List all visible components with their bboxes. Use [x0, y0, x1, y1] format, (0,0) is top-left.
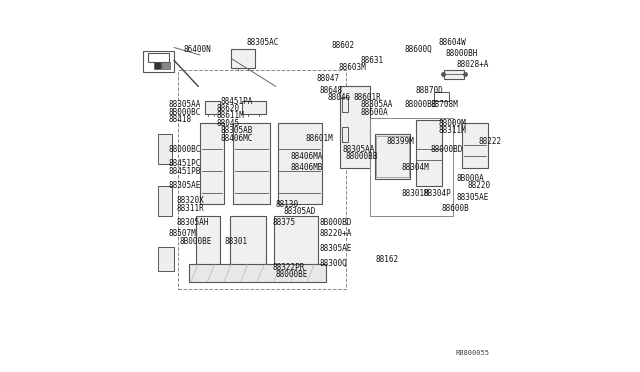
Text: 88304P: 88304P — [424, 189, 451, 198]
Text: 88602: 88602 — [331, 41, 354, 50]
Text: 88220: 88220 — [468, 182, 491, 190]
Text: 8B000A: 8B000A — [456, 174, 484, 183]
Text: 88708M: 88708M — [431, 100, 458, 109]
Bar — [435, 92, 449, 101]
Text: 88601M: 88601M — [305, 134, 333, 142]
Text: 88406MA: 88406MA — [291, 152, 323, 161]
Text: 88648: 88648 — [320, 86, 343, 94]
Text: 88604W: 88604W — [438, 38, 466, 46]
Text: 88046: 88046 — [328, 93, 351, 102]
Text: 88162: 88162 — [376, 255, 399, 264]
Text: 88507M: 88507M — [168, 230, 196, 238]
Bar — [342, 127, 348, 142]
Text: 88320X: 88320X — [176, 196, 204, 205]
Text: 88304M: 88304M — [401, 163, 429, 172]
Bar — [340, 86, 370, 167]
Text: 8B000BD: 8B000BD — [320, 218, 353, 227]
Text: 88311R: 88311R — [176, 203, 204, 213]
Bar — [376, 136, 410, 177]
Text: 88000BH: 88000BH — [445, 49, 478, 58]
Bar — [148, 53, 168, 62]
Text: 88406MC: 88406MC — [220, 134, 253, 142]
Text: 88305AE: 88305AE — [168, 182, 201, 190]
Text: 88305AA: 88305AA — [342, 145, 374, 154]
Text: 88601R: 88601R — [353, 93, 381, 102]
Bar — [243, 101, 266, 114]
Text: 88375: 88375 — [272, 218, 295, 227]
Text: 86400N: 86400N — [184, 45, 211, 54]
Text: 88311M: 88311M — [438, 126, 466, 135]
Text: 88399M: 88399M — [387, 137, 414, 146]
Text: 88009M: 88009M — [438, 119, 466, 128]
Bar — [189, 263, 326, 282]
Text: 8B000BC: 8B000BC — [168, 108, 201, 117]
Bar — [462, 123, 488, 167]
Bar — [157, 186, 172, 215]
Text: 88305AC: 88305AC — [246, 38, 278, 46]
Text: 88600B: 88600B — [442, 203, 470, 213]
Text: 88305AB: 88305AB — [220, 126, 253, 135]
Text: 88305AH: 88305AH — [176, 218, 209, 227]
Text: 88130: 88130 — [276, 200, 299, 209]
Text: 88870D: 88870D — [416, 86, 444, 94]
Bar — [233, 123, 270, 205]
Bar — [274, 215, 318, 267]
Text: 88451PC: 88451PC — [168, 159, 201, 169]
Bar — [376, 134, 410, 179]
Bar — [200, 123, 224, 205]
Text: 88000BB: 88000BB — [346, 152, 378, 161]
Text: 88322PR: 88322PR — [272, 263, 305, 272]
Text: 88000BE: 88000BE — [405, 100, 437, 109]
Text: 88603M: 88603M — [339, 63, 366, 72]
Text: 88600Q: 88600Q — [405, 45, 433, 54]
Text: 88305AE: 88305AE — [320, 244, 353, 253]
Text: 88611M: 88611M — [216, 111, 244, 121]
Text: 88305AA: 88305AA — [360, 100, 393, 109]
Bar — [444, 70, 464, 79]
Text: 88451PB: 88451PB — [168, 167, 201, 176]
Bar — [232, 49, 255, 68]
Text: 88028+A: 88028+A — [456, 60, 489, 69]
Bar — [278, 123, 322, 205]
Text: 88000BC: 88000BC — [168, 145, 201, 154]
Bar — [157, 134, 172, 164]
Text: 88222: 88222 — [479, 137, 502, 146]
Text: 88631: 88631 — [360, 56, 384, 65]
Text: 88305AE: 88305AE — [456, 193, 489, 202]
Bar — [196, 215, 220, 267]
Bar — [157, 247, 174, 271]
Text: 88045: 88045 — [216, 119, 240, 128]
Text: 88418: 88418 — [168, 115, 192, 124]
Bar — [143, 51, 174, 71]
Text: 8B000BE: 8B000BE — [180, 237, 212, 246]
Text: RB800055: RB800055 — [456, 350, 490, 356]
Text: 88000BD: 88000BD — [431, 145, 463, 154]
Bar — [205, 101, 220, 114]
Text: 88451PA: 88451PA — [220, 97, 253, 106]
Text: 88406MB: 88406MB — [291, 163, 323, 172]
Text: 88620: 88620 — [216, 104, 240, 113]
Bar — [163, 62, 170, 68]
Bar — [342, 97, 348, 112]
Text: 88305AA: 88305AA — [168, 100, 201, 109]
Bar — [178, 70, 346, 289]
Text: 88300Q: 88300Q — [320, 259, 348, 268]
Text: 88301: 88301 — [224, 237, 247, 246]
Text: 88600A: 88600A — [360, 108, 388, 117]
Text: 88047: 88047 — [316, 74, 339, 83]
Bar — [416, 119, 442, 186]
Bar — [370, 118, 453, 215]
Bar — [154, 62, 161, 68]
Text: 88305AD: 88305AD — [283, 207, 316, 217]
Bar — [230, 215, 266, 267]
Text: 88301M: 88301M — [401, 189, 429, 198]
Text: 88000BE: 88000BE — [276, 270, 308, 279]
Text: 88220+A: 88220+A — [320, 230, 353, 238]
